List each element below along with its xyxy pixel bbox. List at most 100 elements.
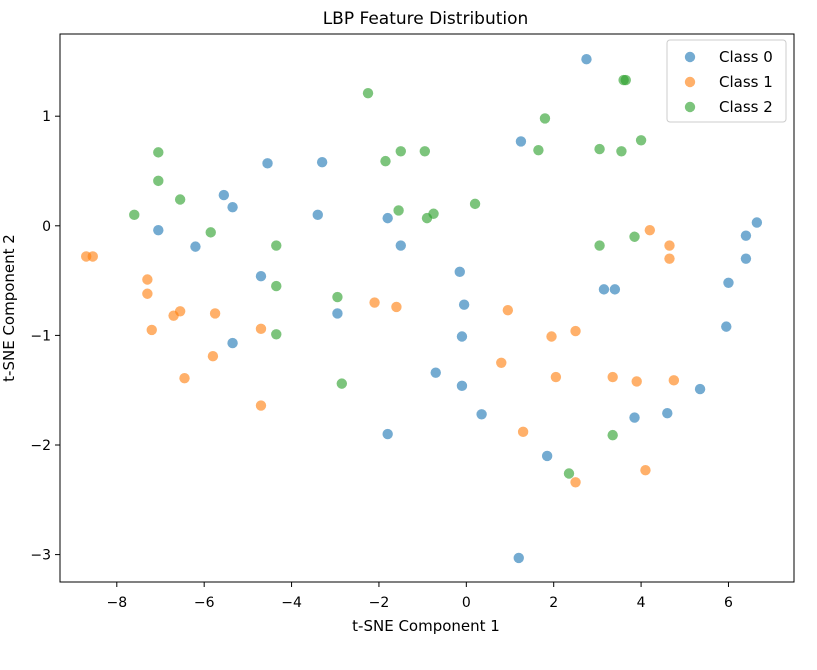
legend-marker-class2 — [684, 101, 696, 113]
point-class0-25 — [629, 412, 640, 423]
point-class2-3 — [618, 74, 629, 86]
point-class1-13 — [391, 301, 402, 313]
point-class0-10 — [395, 240, 406, 251]
point-class0-24 — [609, 284, 621, 295]
point-class2-4 — [635, 135, 647, 146]
point-class0-7 — [382, 212, 393, 224]
point-class0-26 — [662, 408, 673, 419]
point-class0-13 — [458, 299, 470, 310]
point-class0-28 — [721, 321, 732, 332]
y-axis-label: t-SNE Component 2 — [0, 234, 18, 382]
point-class0-14 — [332, 308, 343, 319]
point-class1-15 — [496, 357, 507, 368]
point-class2-21 — [594, 240, 605, 251]
point-class1-9 — [179, 372, 190, 384]
point-class2-23 — [271, 280, 282, 292]
point-class1-19 — [570, 325, 581, 337]
point-class0-21 — [541, 450, 553, 462]
point-class0-18 — [456, 380, 468, 392]
point-class2-26 — [336, 378, 348, 389]
legend: Class 0 Class 1 Class 2 — [666, 39, 787, 123]
y-tick-label: 1 — [42, 109, 51, 125]
x-tick-label: −8 — [106, 595, 127, 611]
point-class1-10 — [255, 323, 267, 335]
point-class1-8 — [207, 351, 219, 362]
point-class1-17 — [546, 331, 557, 342]
y-tick-label: −2 — [30, 438, 51, 454]
point-class2-27 — [563, 468, 575, 479]
point-class1-27 — [668, 375, 680, 386]
legend-label-class2: Class 2 — [719, 98, 773, 116]
point-class0-17 — [430, 367, 441, 378]
point-class0-3 — [316, 157, 328, 168]
point-class1-21 — [607, 371, 618, 383]
point-class2-25 — [271, 329, 282, 340]
point-class2-9 — [533, 144, 544, 156]
point-class0-11 — [255, 271, 267, 282]
point-class1-20 — [570, 477, 581, 488]
point-class1-7 — [209, 308, 221, 319]
point-class2-12 — [153, 175, 164, 187]
legend-label-class1: Class 1 — [719, 73, 773, 91]
point-class0-22 — [513, 552, 524, 564]
legend-label-class0: Class 0 — [719, 48, 773, 66]
point-class2-28 — [607, 429, 618, 441]
point-class1-3 — [142, 288, 153, 299]
x-tick-label: −2 — [369, 595, 390, 611]
x-tick-label: −4 — [281, 595, 302, 611]
point-class2-14 — [129, 209, 140, 221]
point-class2-10 — [594, 143, 605, 155]
legend-box — [666, 39, 787, 123]
x-tick-label: −6 — [194, 595, 215, 611]
point-class2-6 — [395, 146, 406, 157]
point-class0-23 — [598, 284, 610, 295]
point-class0-15 — [456, 331, 468, 342]
point-class2-1 — [539, 113, 551, 124]
point-class0-20 — [382, 428, 393, 440]
point-class2-18 — [469, 198, 481, 210]
point-class0-6 — [312, 209, 323, 221]
point-class0-16 — [227, 337, 238, 349]
point-class1-2 — [142, 274, 153, 285]
point-class0-2 — [262, 158, 273, 169]
point-class0-19 — [476, 409, 487, 420]
point-class2-5 — [153, 147, 164, 158]
point-class1-14 — [502, 304, 514, 316]
point-class1-1 — [87, 251, 98, 262]
x-axis-label: t-SNE Component 1 — [352, 617, 500, 635]
point-class0-9 — [190, 241, 201, 252]
point-class1-11 — [255, 400, 267, 411]
legend-marker-class1 — [684, 76, 696, 88]
point-class0-31 — [740, 230, 752, 241]
point-class2-19 — [205, 227, 216, 238]
point-class0-1 — [515, 136, 527, 147]
point-class2-13 — [174, 194, 186, 205]
point-class2-11 — [616, 146, 627, 157]
point-class0-4 — [218, 189, 230, 201]
points-layer — [81, 54, 763, 564]
point-class1-26 — [664, 253, 675, 264]
point-class2-8 — [380, 155, 391, 167]
point-class1-6 — [174, 306, 186, 317]
x-tick-label: 0 — [462, 595, 471, 611]
point-class0-12 — [454, 266, 465, 278]
point-class0-29 — [723, 277, 734, 288]
plot-frame — [59, 33, 795, 583]
point-class1-23 — [640, 465, 651, 476]
point-class1-18 — [550, 371, 562, 383]
point-class1-25 — [664, 240, 675, 251]
point-class0-32 — [751, 217, 763, 228]
y-tick-label: −1 — [30, 328, 51, 344]
legend-marker-class0 — [684, 51, 696, 63]
point-class2-15 — [393, 205, 404, 216]
x-axis-ticks: −8 −6 −4 −2 0 2 4 6 — [106, 582, 733, 611]
point-class0-27 — [694, 383, 706, 395]
point-class2-7 — [419, 146, 431, 157]
point-class0-5 — [227, 201, 238, 213]
point-class2-0 — [362, 87, 374, 99]
y-tick-label: −3 — [30, 548, 51, 564]
point-class1-24 — [644, 224, 656, 236]
x-tick-label: 6 — [724, 595, 733, 611]
